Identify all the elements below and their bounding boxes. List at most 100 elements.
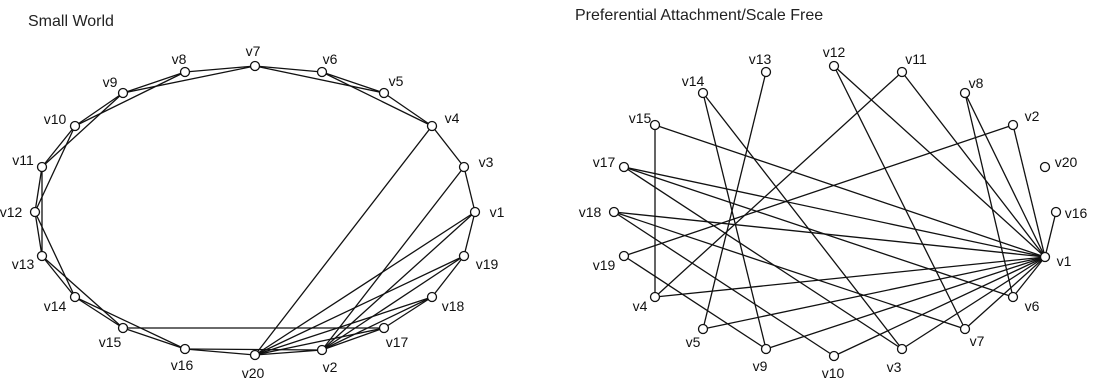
edge-v6-v7 xyxy=(254,65,323,73)
node-v11 xyxy=(896,66,908,78)
small-world-graph: v1 v2 v3 v4 v5 v6 v7 v8 v9 v10 v11 v12 v13 v14 v15 v16 v… xyxy=(0,43,505,381)
node-v5 xyxy=(697,323,709,335)
edge-v4-v5 xyxy=(383,92,433,127)
node-label-v10: v10 xyxy=(44,111,67,127)
edge-v13-v15 xyxy=(41,255,124,329)
node-v12 xyxy=(828,60,840,72)
node-label-v3: v3 xyxy=(479,154,494,170)
node-v1 xyxy=(1039,251,1051,263)
edge-v19-v9 xyxy=(623,255,767,350)
node-v17 xyxy=(618,161,630,173)
node-label-v4: v4 xyxy=(445,110,460,126)
node-label-v14: v14 xyxy=(44,298,67,314)
edge-v5-v6 xyxy=(321,71,385,94)
node-label-v11: v11 xyxy=(12,152,34,168)
node-v10 xyxy=(828,350,840,362)
node-v19 xyxy=(458,250,470,262)
node-v6 xyxy=(1007,291,1019,303)
node-v15 xyxy=(649,119,661,131)
node-v16 xyxy=(179,343,191,355)
node-label-v16: v16 xyxy=(171,357,194,373)
node-label-v17: v17 xyxy=(593,154,616,170)
edge-v1-v8 xyxy=(964,92,1046,258)
node-label-v4: v4 xyxy=(633,298,648,314)
scale-free-edges xyxy=(613,65,1057,357)
edge-v1-v4 xyxy=(654,256,1046,298)
node-label-v2: v2 xyxy=(323,359,338,375)
scale-free-graph: v1 v2 v3 v4 v5 v6 v7 v8 v9 v10 v11 v12 v13 v14 v15 v16 v… xyxy=(579,44,1088,381)
edge-v1-v9 xyxy=(765,256,1046,350)
node-label-v19: v19 xyxy=(476,256,499,272)
edge-v1-v5 xyxy=(702,256,1046,330)
node-label-v5: v5 xyxy=(389,73,404,89)
node-v17 xyxy=(378,322,390,334)
edge-v11-v4 xyxy=(654,71,903,298)
node-v11 xyxy=(36,161,48,173)
edge-v13-v5 xyxy=(702,71,767,330)
edge-v6-v4 xyxy=(321,71,433,127)
edge-v14-v9 xyxy=(702,92,767,350)
small-world-nodes: v1 v2 v3 v4 v5 v6 v7 v8 v9 v10 v11 v12 v13 v14 v15 v16 v… xyxy=(0,43,505,381)
edge-v1-v20 xyxy=(254,211,476,356)
edge-v15-v16 xyxy=(122,327,186,350)
edge-v18-v10 xyxy=(613,211,835,357)
edge-v14-v16 xyxy=(74,296,186,350)
edge-v7-v5 xyxy=(254,65,385,94)
edge-v12-v7 xyxy=(833,65,966,330)
node-v16 xyxy=(1050,206,1062,218)
edge-v1-v2 xyxy=(321,211,476,351)
edge-v2-v17 xyxy=(321,327,385,351)
edge-v1-v3 xyxy=(463,166,476,213)
node-v6 xyxy=(316,66,328,78)
edge-v18-v19 xyxy=(431,255,465,298)
node-v4 xyxy=(426,120,438,132)
node-label-v13: v13 xyxy=(12,256,35,272)
edge-v10-v11 xyxy=(41,125,76,168)
node-v15 xyxy=(117,322,129,334)
node-v7 xyxy=(959,323,971,335)
edge-v1-v6 xyxy=(1012,256,1046,298)
edge-v11-v12 xyxy=(34,166,43,213)
node-label-v3: v3 xyxy=(887,359,902,375)
node-v10 xyxy=(69,120,81,132)
node-v20 xyxy=(249,349,261,361)
node-label-v13: v13 xyxy=(749,51,772,67)
node-label-v19: v19 xyxy=(593,257,616,273)
node-label-v9: v9 xyxy=(103,74,118,90)
node-v8 xyxy=(179,66,191,78)
node-label-v9: v9 xyxy=(753,358,768,374)
node-v8 xyxy=(959,87,971,99)
node-v18 xyxy=(608,206,620,218)
edge-v17-v20 xyxy=(254,327,385,356)
node-label-v2: v2 xyxy=(1025,108,1040,124)
node-label-v1: v1 xyxy=(1057,253,1072,269)
node-label-v16: v16 xyxy=(1065,205,1088,221)
edge-v3-v4 xyxy=(431,125,465,168)
edge-v14-v3 xyxy=(702,92,903,350)
small-world-edges xyxy=(34,65,476,356)
node-v14 xyxy=(69,291,81,303)
node-label-v18: v18 xyxy=(579,204,602,220)
edge-v17-v18 xyxy=(383,296,433,329)
node-label-v8: v8 xyxy=(969,75,984,91)
edge-v8-v6 xyxy=(964,92,1014,298)
edge-v17-v6 xyxy=(623,166,1014,298)
node-label-v1: v1 xyxy=(490,204,505,220)
edge-v14-v15 xyxy=(74,296,124,329)
node-v5 xyxy=(378,87,390,99)
node-label-v8: v8 xyxy=(172,51,187,67)
node-label-v6: v6 xyxy=(1025,298,1040,314)
node-v1 xyxy=(469,206,481,218)
node-v9 xyxy=(117,87,129,99)
node-v13 xyxy=(36,250,48,262)
node-label-v7: v7 xyxy=(970,333,985,349)
edge-v1-v12 xyxy=(833,65,1046,258)
node-v19 xyxy=(618,250,630,262)
node-label-v20: v20 xyxy=(242,365,265,381)
node-v4 xyxy=(649,291,661,303)
edge-v20-v2 xyxy=(254,349,323,356)
node-v7 xyxy=(249,60,261,72)
node-v3 xyxy=(458,161,470,173)
node-v20 xyxy=(1039,161,1051,173)
